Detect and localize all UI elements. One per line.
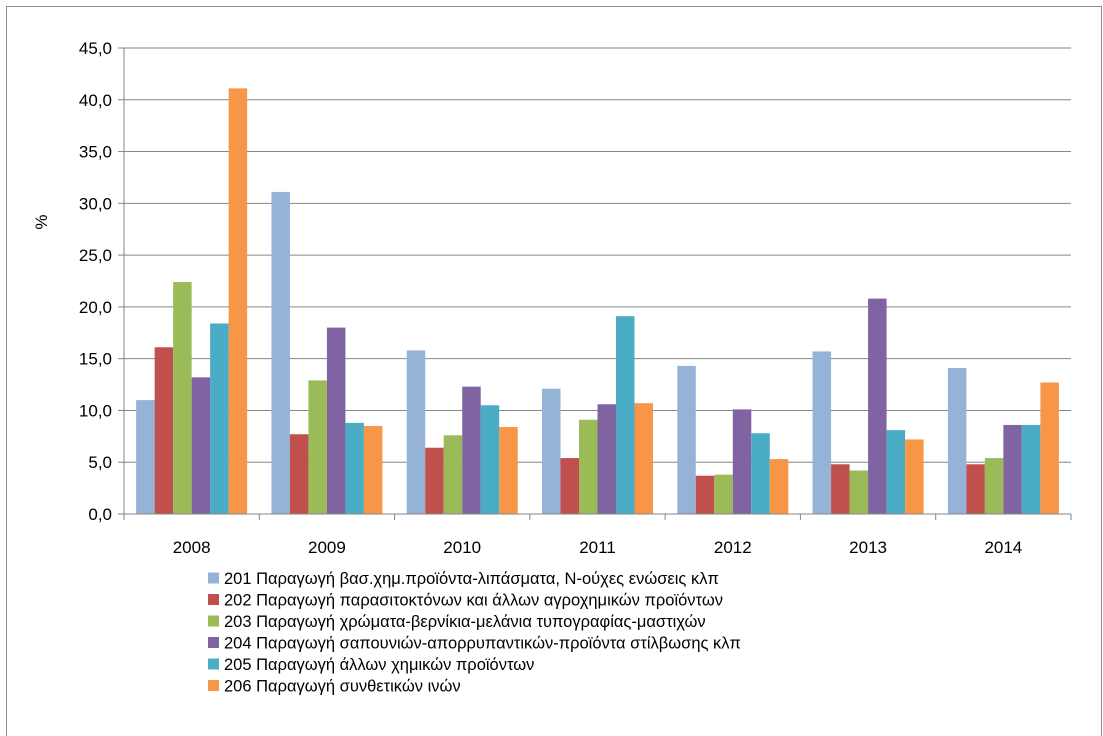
y-tick-label: 10,0: [79, 401, 112, 420]
legend-swatch: [208, 658, 219, 670]
bar: [1040, 382, 1059, 514]
bar: [579, 419, 598, 514]
bar: [560, 458, 579, 514]
legend-label: 202 Παραγωγή παρασιτοκτόνων και άλλων αγ…: [224, 592, 723, 610]
x-tick-label: 2011: [579, 538, 616, 557]
bar: [308, 380, 327, 514]
bar: [363, 425, 383, 514]
y-tick-label: 30,0: [79, 194, 112, 213]
bar: [868, 298, 887, 514]
y-tick-label: 35,0: [79, 143, 112, 162]
bars: [136, 88, 1059, 515]
bar: [831, 464, 850, 514]
y-tick-label: 25,0: [79, 246, 112, 265]
bar: [462, 386, 481, 514]
legend-swatch: [208, 637, 219, 648]
gridlines: [124, 47, 1071, 463]
bar: [769, 459, 789, 514]
axes: 0,0 5,0 10,0 15,0 20,0 25,0 30,0 35,0 40,0 45,0 20…: [79, 39, 1072, 557]
x-tick-label: 2013: [849, 538, 887, 557]
bar: [345, 422, 364, 514]
x-tick-label: 2014: [984, 538, 1022, 557]
bar: [634, 403, 653, 514]
x-tick-label: 2009: [308, 538, 346, 557]
bar: [677, 365, 696, 514]
x-tick-label: 2010: [443, 538, 481, 557]
bar: [425, 447, 444, 514]
bar: [191, 377, 211, 514]
x-tick-label: 2008: [173, 538, 211, 557]
bar: [173, 282, 192, 514]
bar: [499, 427, 518, 514]
bar: [849, 470, 869, 514]
y-tick-label: 40,0: [79, 91, 112, 110]
bar: [542, 388, 561, 514]
y-tick-label: 5,0: [88, 453, 112, 472]
legend-swatch: [208, 594, 219, 605]
legend-swatch: [208, 615, 219, 627]
bar: [1003, 424, 1022, 514]
bar: [480, 405, 500, 514]
bar: [136, 400, 155, 514]
legend-label: 206 Παραγωγή συνθετικών ινών: [224, 678, 461, 696]
bar: [966, 464, 985, 514]
y-axis-label: %: [32, 214, 51, 229]
chart-frame: [6, 6, 1102, 736]
legend-swatch: [208, 680, 219, 691]
bar: [597, 404, 616, 514]
legend-label: 203 Παραγωγή χρώματα-βερνίκια-μελάνια τυ…: [224, 613, 706, 631]
bar: [695, 475, 715, 514]
y-tick-label: 15,0: [79, 350, 112, 369]
bar: [984, 458, 1004, 514]
x-tick-label: 2012: [714, 538, 752, 557]
legend-label: 201 Παραγωγή βασ.χημ.προϊόντα-λιπάσματα,…: [224, 570, 719, 588]
bar: [751, 433, 770, 514]
bar: [616, 316, 635, 514]
bar: [271, 191, 290, 515]
bar: [714, 474, 733, 514]
legend-label: 205 Παραγωγή άλλων χημικών προϊόντων: [224, 656, 534, 674]
bar: [443, 435, 463, 514]
bar: [289, 434, 309, 514]
bar: [228, 88, 248, 515]
bar: [326, 327, 346, 514]
bar: [406, 350, 426, 514]
y-tick-label: 20,0: [79, 298, 112, 317]
legend-label: 204 Παραγωγή σαπουνιών-απορρυπαντικών-πρ…: [224, 635, 741, 653]
bar: [732, 409, 752, 514]
bar: [947, 367, 967, 514]
y-tick-label: 0,0: [88, 505, 112, 524]
bar: [905, 439, 924, 514]
bar: [886, 430, 906, 514]
bar: [812, 351, 832, 514]
legend-swatch: [208, 572, 219, 584]
legend: 201 Παραγωγή βασ.χημ.προϊόντα-λιπάσματα,…: [208, 570, 741, 696]
bar: [1021, 424, 1041, 514]
bar: [210, 323, 229, 514]
bar: [154, 347, 174, 514]
y-tick-label: 45,0: [79, 39, 112, 58]
